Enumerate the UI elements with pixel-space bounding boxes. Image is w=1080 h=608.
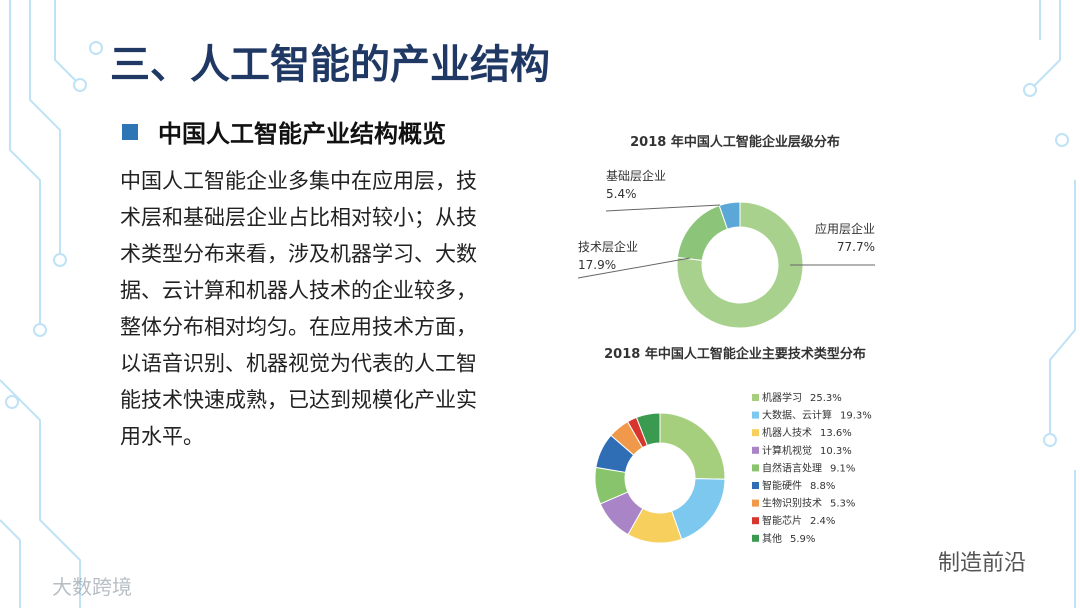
value-label: 17.9% xyxy=(578,258,616,272)
legend-swatch xyxy=(752,482,759,489)
watermark: 大数跨境 xyxy=(52,575,132,599)
category-label: 技术层企业 xyxy=(578,239,638,254)
chart-title: 2018 年中国人工智能企业层级分布 xyxy=(630,134,840,150)
legend-swatch xyxy=(752,464,759,472)
donut-slice xyxy=(659,412,726,480)
legend-swatch xyxy=(752,429,759,437)
paragraph-line: 术层和基础层企业占比相对较小；从技 xyxy=(120,206,477,230)
legend-label: 自然语言处理 xyxy=(762,461,822,474)
legend-swatch xyxy=(752,534,759,542)
leader-line xyxy=(577,257,691,279)
legend-swatch xyxy=(752,446,759,454)
donut-slice xyxy=(676,204,729,261)
section-heading: 中国人工智能产业结构概览 xyxy=(158,120,446,148)
legend-swatch xyxy=(752,411,759,419)
legend-value: 25.3% xyxy=(810,393,842,404)
legend-label: 机器学习 xyxy=(762,391,802,404)
paragraph-line: 用水平。 xyxy=(120,425,204,449)
legend-value: 5.3% xyxy=(830,499,855,510)
legend-value: 5.9% xyxy=(790,534,815,545)
legend-value: 2.4% xyxy=(810,516,835,527)
paragraph-line: 据、云计算和机器人技术的企业较多， xyxy=(120,279,477,303)
legend-label: 机器人技术 xyxy=(762,426,812,439)
paragraph-line: 中国人工智能企业多集中在应用层，技 xyxy=(120,169,477,193)
legend-swatch xyxy=(752,499,759,507)
legend-value: 19.3% xyxy=(840,411,872,422)
slide-title: 三、人工智能的产业结构 xyxy=(110,42,550,87)
bullet xyxy=(122,124,138,140)
leader-line xyxy=(605,204,721,212)
donut-slice xyxy=(676,201,804,329)
legend-value: 8.8% xyxy=(810,481,835,492)
legend-label: 计算机视觉 xyxy=(762,444,812,457)
legend-label: 智能芯片 xyxy=(762,514,802,527)
legend-label: 智能硬件 xyxy=(762,479,802,492)
legend-value: 9.1% xyxy=(830,463,855,474)
watermark: 制造前沿 xyxy=(938,551,1026,576)
legend-swatch xyxy=(752,394,759,401)
value-label: 77.7% xyxy=(837,240,875,254)
paragraph-line: 能技术快速成熟，已达到规模化产业实 xyxy=(120,388,477,412)
legend-swatch xyxy=(752,517,759,525)
paragraph-line: 整体分布相对均匀。在应用技术方面， xyxy=(120,315,477,339)
category-label: 基础层企业 xyxy=(606,168,666,183)
chart-title: 2018 年中国人工智能企业主要技术类型分布 xyxy=(604,346,866,362)
donut-slice xyxy=(718,201,741,230)
donut-slice xyxy=(671,478,726,540)
paragraph-line: 术类型分布来看，涉及机器学习、大数 xyxy=(120,242,477,266)
category-label: 应用层企业 xyxy=(815,221,875,236)
legend-label: 大数据、云计算 xyxy=(762,409,832,422)
donut-slice xyxy=(635,412,661,447)
value-label: 5.4% xyxy=(606,187,637,201)
paragraph-line: 以语音识别、机器视觉为代表的人工智 xyxy=(120,352,477,376)
legend-value: 13.6% xyxy=(820,428,852,439)
legend-label: 其他 xyxy=(762,532,782,545)
legend-label: 生物识别技术 xyxy=(762,497,822,510)
paragraph: 中国人工智能企业多集中在应用层，技术层和基础层企业占比相对较小；从技术类型分布来… xyxy=(120,169,477,449)
legend-value: 10.3% xyxy=(820,446,852,457)
